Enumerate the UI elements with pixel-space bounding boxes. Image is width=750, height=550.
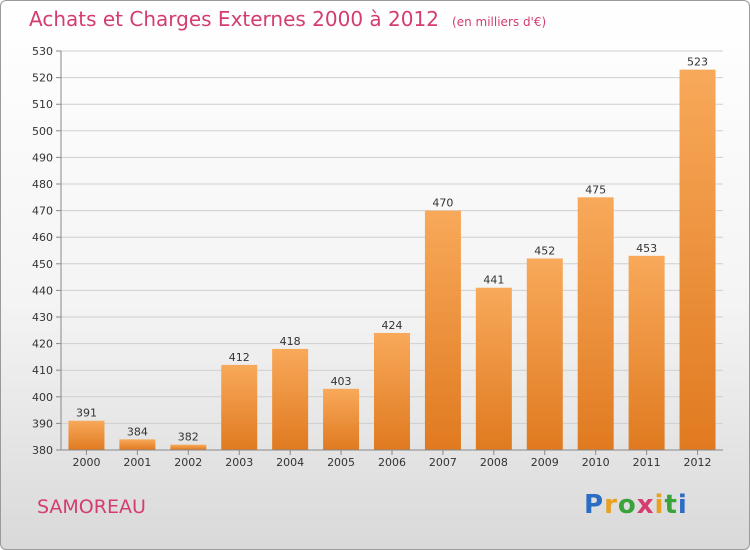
logo-letter: o: [617, 490, 637, 520]
logo-letter: i: [677, 490, 688, 520]
chart-title: Achats et Charges Externes 2000 à 2012: [29, 7, 439, 31]
y-tick-label: 480: [32, 178, 53, 191]
data-label: 384: [127, 425, 148, 438]
bar: [68, 420, 105, 450]
data-label: 523: [687, 56, 708, 69]
bar: [272, 348, 309, 450]
logo-letter: x: [636, 490, 655, 520]
chart-subtitle: (en milliers d'€): [452, 15, 547, 29]
y-tick-label: 420: [32, 338, 53, 351]
bar: [475, 287, 512, 450]
x-tick-label: 2001: [123, 456, 151, 469]
logo-letter: i: [654, 490, 665, 520]
data-label: 391: [76, 407, 97, 420]
x-tick-label: 2004: [276, 456, 304, 469]
x-tick-label: 2012: [684, 456, 712, 469]
data-label: 424: [382, 319, 403, 332]
x-tick-label: 2000: [72, 456, 100, 469]
logo-letter: r: [604, 490, 618, 520]
bar: [374, 332, 410, 450]
y-tick-label: 520: [32, 72, 53, 85]
y-tick-label: 510: [32, 98, 53, 111]
bar: [424, 210, 461, 450]
bar: [628, 255, 665, 450]
proxiti-logo: Proxiti: [584, 490, 688, 520]
bar: [323, 388, 360, 450]
data-label: 453: [636, 242, 657, 255]
data-label: 382: [178, 431, 199, 444]
title-row: Achats et Charges Externes 2000 à 2012 (…: [29, 7, 546, 31]
axes: 380 390 400 410 420 430 440 450 460 470 480 490 500 5…: [32, 45, 723, 469]
x-tick-label: 2009: [531, 456, 559, 469]
x-tick-label: 2006: [378, 456, 406, 469]
logo-letter: t: [664, 490, 678, 520]
y-tick-label: 530: [32, 45, 53, 58]
data-label: 452: [534, 244, 555, 257]
x-tick-label: 2011: [633, 456, 661, 469]
bar: [221, 364, 258, 450]
data-label: 403: [331, 375, 352, 388]
x-tick-label: 2003: [225, 456, 253, 469]
bar: [526, 258, 563, 450]
y-tick-label: 410: [32, 364, 53, 377]
x-tick-label: 2007: [429, 456, 457, 469]
x-tick-label: 2010: [582, 456, 610, 469]
bar: [679, 69, 716, 451]
y-tick-label: 440: [32, 284, 53, 297]
y-tick-label: 390: [32, 417, 53, 430]
data-label: 470: [432, 197, 453, 210]
x-tick-label: 2005: [327, 456, 355, 469]
data-label: 441: [483, 274, 504, 287]
data-label: 412: [229, 351, 250, 364]
y-tick-label: 430: [32, 311, 53, 324]
commune-name: SAMOREAU: [37, 496, 146, 518]
y-tick-label: 500: [32, 125, 53, 138]
y-tick-label: 470: [32, 205, 53, 218]
y-tick-label: 400: [32, 391, 53, 404]
data-label: 418: [280, 335, 301, 348]
bars: 391 384 382 412 418 403 424 470 441 452 475 453 523: [68, 56, 716, 451]
x-tick-label: 2002: [174, 456, 202, 469]
logo-letter: P: [584, 490, 605, 520]
bar: [577, 197, 614, 450]
bar: [119, 439, 156, 450]
y-tick-label: 460: [32, 231, 53, 244]
data-label: 475: [585, 183, 606, 196]
y-tick-label: 450: [32, 258, 53, 271]
y-tick-label: 490: [32, 151, 53, 164]
x-tick-label: 2008: [480, 456, 508, 469]
y-tick-label: 380: [32, 444, 53, 457]
bar: [170, 444, 207, 450]
